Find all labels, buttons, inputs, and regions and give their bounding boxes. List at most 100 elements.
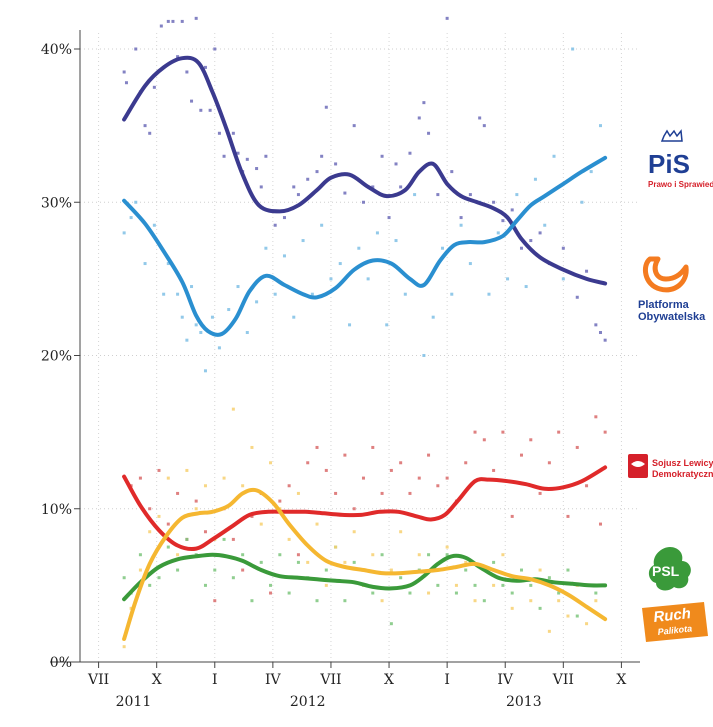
poll-point-po	[403, 292, 407, 296]
poll-point-sld	[138, 476, 142, 480]
poll-point-pis	[427, 131, 431, 135]
poll-point-ruch	[343, 560, 347, 564]
poll-point-ruch	[427, 591, 431, 595]
poll-point-sld	[389, 468, 393, 472]
poll-point-sld	[250, 514, 254, 518]
ruch-logo-line2: Palikota	[657, 623, 692, 637]
poll-point-pis	[296, 193, 300, 197]
poll-point-psl	[148, 583, 152, 587]
poll-point-ruch	[557, 599, 561, 603]
poll-point-psl	[427, 553, 431, 557]
poll-point-ruch	[185, 468, 189, 472]
poll-point-pis	[450, 170, 454, 174]
poll-point-psl	[482, 599, 486, 603]
poll-point-pis	[459, 216, 463, 220]
poll-point-pis	[598, 331, 602, 335]
poll-point-pis	[264, 154, 268, 158]
poll-point-po	[580, 200, 584, 204]
poll-point-psl	[315, 599, 319, 603]
poll-point-ruch	[122, 645, 126, 649]
poll-point-sld	[594, 415, 598, 419]
poll-point-ruch	[269, 461, 273, 465]
poll-point-ruch	[464, 560, 468, 564]
poll-point-psl	[389, 622, 393, 626]
x-tick-label: X	[384, 672, 394, 688]
poll-point-psl	[473, 583, 477, 587]
poll-point-pis	[575, 295, 579, 299]
trend-line-sld	[122, 465, 608, 551]
poll-point-pis	[122, 70, 126, 74]
x-tick-label: VII	[319, 672, 341, 688]
poll-point-pis	[166, 19, 170, 23]
poll-point-pis	[180, 19, 184, 23]
poll-point-psl	[436, 583, 440, 587]
poll-point-psl	[157, 576, 161, 580]
poll-point-psl	[269, 583, 273, 587]
poll-point-ruch	[510, 606, 514, 610]
poll-point-ruch	[380, 599, 384, 603]
poll-point-pis	[561, 246, 565, 250]
poll-point-psl	[296, 560, 300, 564]
x-tick-label: IV	[497, 672, 514, 688]
poll-point-pis	[394, 162, 398, 166]
poll-point-sld	[194, 499, 198, 503]
poll-point-pis	[538, 231, 542, 235]
poll-point-pis	[231, 131, 235, 135]
poll-point-sld	[445, 476, 449, 480]
poll-point-po	[385, 323, 389, 327]
poll-point-pis	[315, 170, 319, 174]
poll-point-po	[543, 223, 547, 227]
poll-point-pis	[510, 208, 514, 212]
poll-point-ruch	[176, 553, 180, 557]
y-tick-label: 10%	[41, 502, 72, 518]
poll-point-po	[571, 47, 575, 51]
legend-pis: PiS Prawo i Sprawiedliwość	[648, 129, 713, 189]
poll-point-po	[468, 262, 472, 266]
poll-point-psl	[519, 568, 523, 572]
poll-point-sld	[334, 491, 338, 495]
x-tick-label: X	[152, 672, 162, 688]
poll-point-po	[203, 369, 207, 373]
poll-point-sld	[399, 461, 403, 465]
trend-line-ruch	[122, 487, 608, 641]
poll-point-po	[236, 285, 240, 289]
poll-point-sld	[519, 453, 523, 457]
psl-logo-mark: PSL	[652, 563, 680, 579]
poll-point-po	[122, 231, 126, 235]
poll-point-po	[185, 338, 189, 342]
poll-point-po	[273, 292, 277, 296]
poll-point-sld	[492, 468, 496, 472]
poll-point-sld	[231, 537, 235, 541]
x-tick-label: VII	[552, 672, 574, 688]
poll-point-sld	[436, 484, 440, 488]
poll-point-sld	[380, 491, 384, 495]
poll-point-po	[217, 346, 221, 350]
y-tick-labels: 0% 10% 20% 30% 40%	[41, 42, 80, 671]
poll-point-ruch	[203, 484, 207, 488]
year-label: 2013	[506, 694, 542, 710]
poll-point-sld	[166, 522, 170, 526]
poll-point-pis	[236, 151, 240, 155]
x-tick-label: IV	[265, 672, 282, 688]
poll-point-sld	[269, 591, 273, 595]
poll-point-pis	[320, 154, 324, 158]
poll-point-psl	[250, 599, 254, 603]
poll-point-pis	[171, 19, 175, 23]
poll-point-sld	[585, 484, 589, 488]
poll-point-sld	[464, 461, 468, 465]
x-tick-labels: VII X I IV VII X I IV VII X	[87, 662, 626, 688]
poll-point-po	[440, 246, 444, 250]
poll-point-sld	[417, 476, 421, 480]
poll-point-po	[329, 277, 333, 281]
y-tick-label: 40%	[41, 42, 72, 58]
poll-point-sld	[501, 430, 505, 434]
poll-point-pis	[213, 47, 217, 51]
poll-point-po	[366, 277, 370, 281]
poll-point-ruch	[129, 606, 133, 610]
poll-point-po	[245, 331, 249, 335]
legend-po: Platforma Obywatelska	[638, 256, 706, 323]
poll-point-ruch	[529, 599, 533, 603]
poll-point-pis	[282, 216, 286, 220]
poll-point-ruch	[399, 530, 403, 534]
poll-point-psl	[529, 583, 533, 587]
